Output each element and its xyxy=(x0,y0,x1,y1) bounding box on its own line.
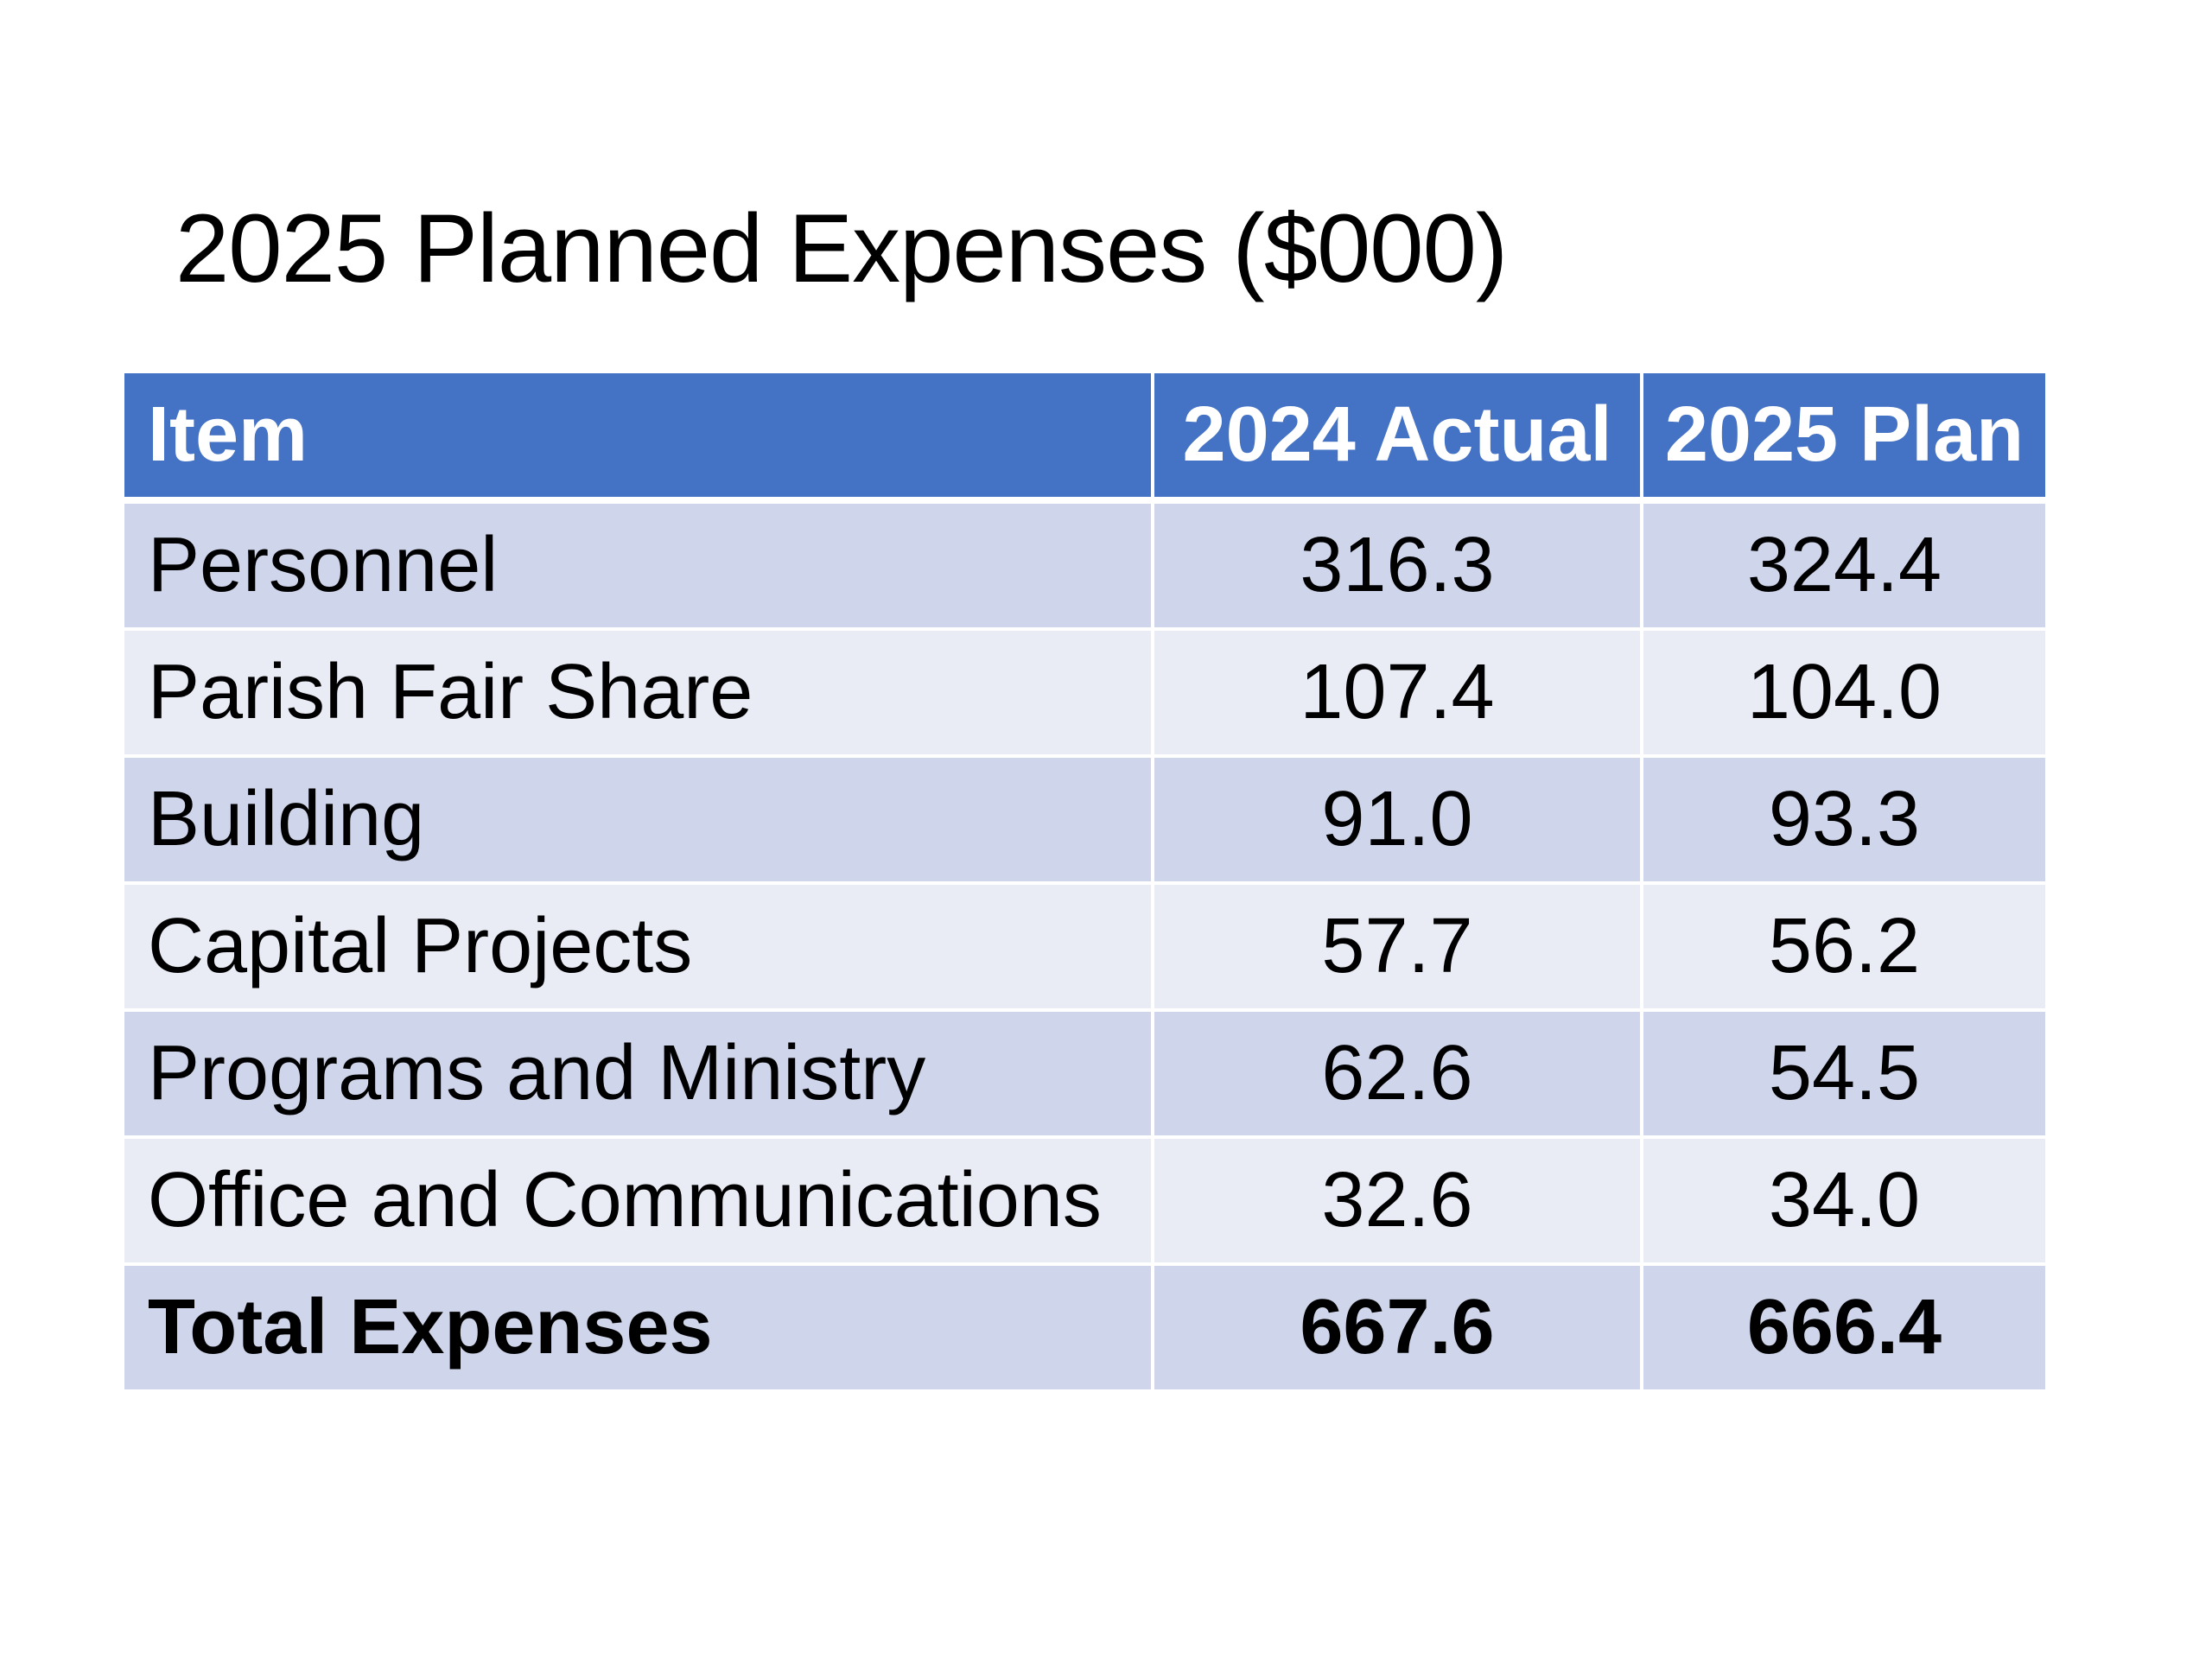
header-2025-plan: 2025 Plan xyxy=(1643,373,2045,504)
row-2025-plan: 34.0 xyxy=(1643,1139,2045,1266)
row-2025-plan: 93.3 xyxy=(1643,758,2045,885)
table-row: Building 91.0 93.3 xyxy=(124,758,2045,885)
row-2024-actual: 316.3 xyxy=(1154,504,1643,631)
row-2025-plan: 56.2 xyxy=(1643,885,2045,1012)
row-2025-plan: 104.0 xyxy=(1643,631,2045,758)
row-item: Office and Communications xyxy=(124,1139,1154,1266)
table-total-row: Total Expenses 667.6 666.4 xyxy=(124,1266,2045,1389)
table-row: Programs and Ministry 62.6 54.5 xyxy=(124,1012,2045,1139)
row-item: Programs and Ministry xyxy=(124,1012,1154,1139)
slide-title: 2025 Planned Expenses ($000) xyxy=(175,194,1508,302)
row-2024-actual: 62.6 xyxy=(1154,1012,1643,1139)
total-2025-plan: 666.4 xyxy=(1643,1266,2045,1389)
row-2024-actual: 57.7 xyxy=(1154,885,1643,1012)
row-item: Personnel xyxy=(124,504,1154,631)
header-2024-actual: 2024 Actual xyxy=(1154,373,1643,504)
total-item: Total Expenses xyxy=(124,1266,1154,1389)
expenses-table: Item 2024 Actual 2025 Plan Personnel 316… xyxy=(124,373,2045,1389)
table-row: Personnel 316.3 324.4 xyxy=(124,504,2045,631)
total-2024-actual: 667.6 xyxy=(1154,1266,1643,1389)
row-2025-plan: 324.4 xyxy=(1643,504,2045,631)
row-2024-actual: 32.6 xyxy=(1154,1139,1643,1266)
row-item: Capital Projects xyxy=(124,885,1154,1012)
row-2024-actual: 107.4 xyxy=(1154,631,1643,758)
row-item: Parish Fair Share xyxy=(124,631,1154,758)
row-item: Building xyxy=(124,758,1154,885)
table-row: Parish Fair Share 107.4 104.0 xyxy=(124,631,2045,758)
row-2025-plan: 54.5 xyxy=(1643,1012,2045,1139)
table-header-row: Item 2024 Actual 2025 Plan xyxy=(124,373,2045,504)
header-item: Item xyxy=(124,373,1154,504)
table-row: Capital Projects 57.7 56.2 xyxy=(124,885,2045,1012)
row-2024-actual: 91.0 xyxy=(1154,758,1643,885)
table-row: Office and Communications 32.6 34.0 xyxy=(124,1139,2045,1266)
